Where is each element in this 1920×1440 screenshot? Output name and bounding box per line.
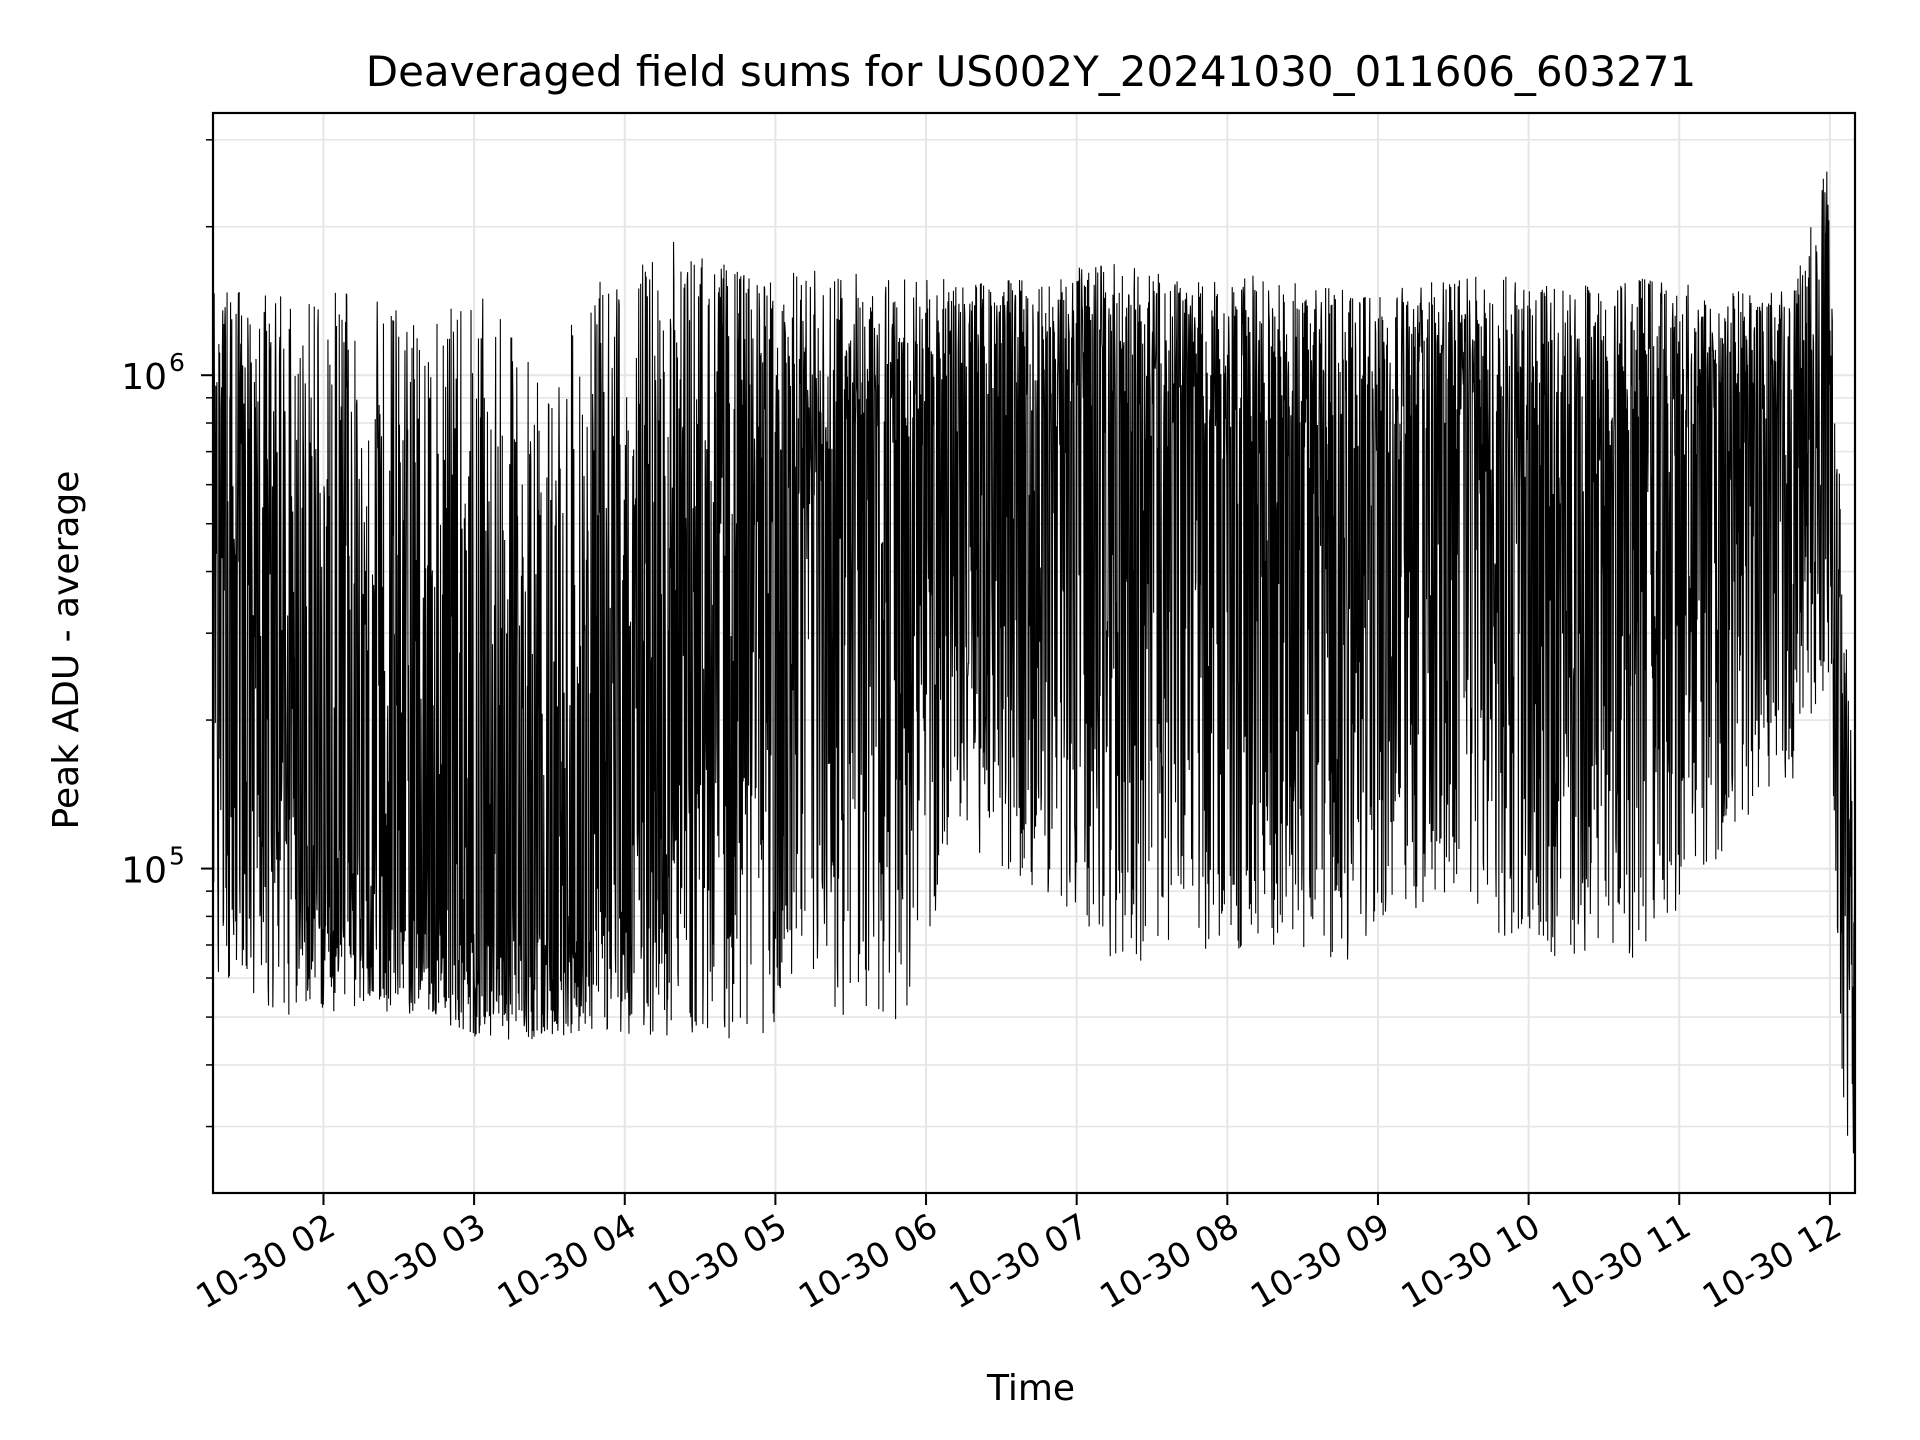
series-line (212, 171, 1856, 1154)
y-tick-label-base: 10 (121, 851, 167, 892)
x-axis-label: Time (986, 1368, 1075, 1409)
y-axis-label: Peak ADU - average (46, 471, 87, 830)
y-tick-label-exponent: 5 (169, 842, 185, 871)
y-tick-label-exponent: 6 (169, 348, 185, 377)
plot-frame (211, 111, 1857, 1195)
chart-title: Deaveraged field sums for US002Y_2024103… (366, 47, 1697, 96)
y-tick-label-base: 10 (121, 357, 167, 398)
data-trace (212, 171, 1856, 1154)
